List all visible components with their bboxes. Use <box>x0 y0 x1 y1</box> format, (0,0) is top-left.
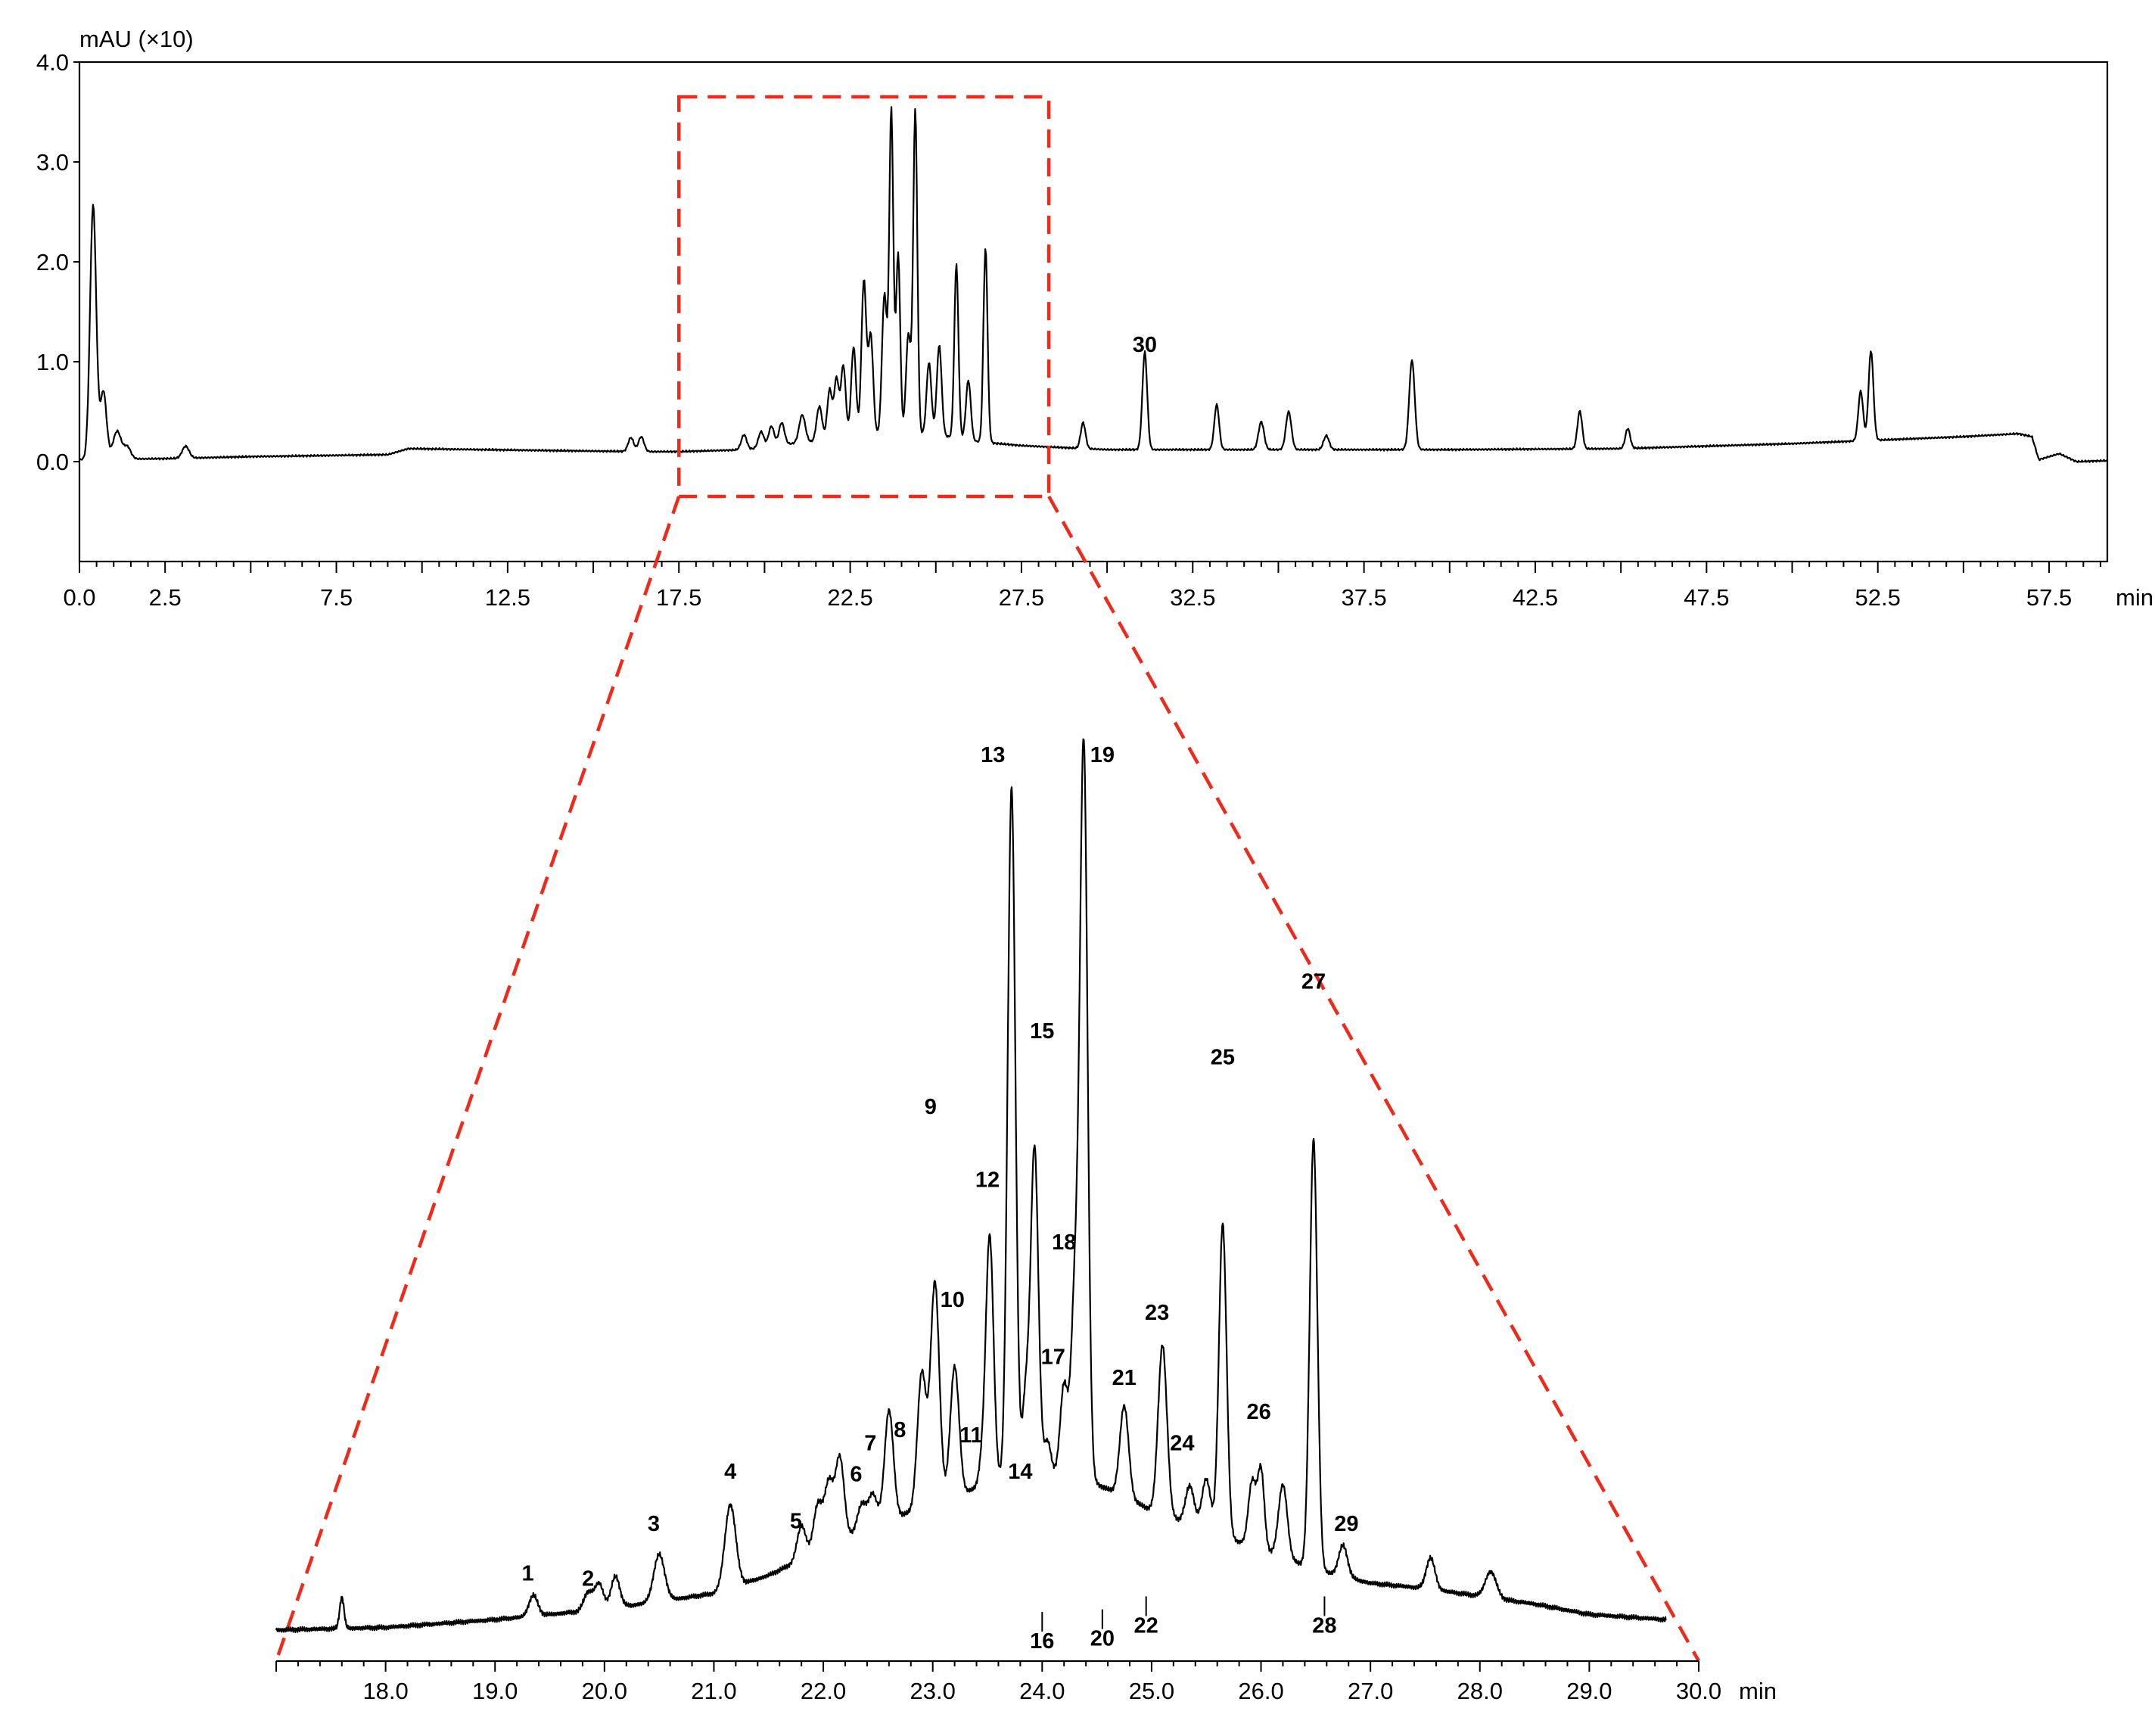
top-x-tick-label: 32.5 <box>1170 584 1215 611</box>
bottom-x-tick-label: 22.0 <box>801 1678 846 1704</box>
top-x-tick-label: 12.5 <box>485 584 530 611</box>
peak-label: 28 <box>1312 1613 1336 1638</box>
zoom-indicator <box>274 95 1700 1663</box>
zoomed-chromatogram-panel: 18.0 19.0 20.0 21.0 22.0 23.0 24.0 25.0 26.0 27.0… <box>275 738 1777 1704</box>
zoom-connector-right <box>1047 495 1700 1663</box>
peak-label: 22 <box>1134 1613 1158 1638</box>
top-x-tick-label: 47.5 <box>1684 584 1729 611</box>
peak-label: 7 <box>864 1431 876 1455</box>
peak-label: 16 <box>1030 1629 1054 1654</box>
peak-label: 5 <box>790 1510 802 1534</box>
top-x-tick-label: 0.0 <box>63 584 95 611</box>
top-y-tick-label: 3.0 <box>36 149 69 176</box>
top-chromatogram-trace <box>79 106 2108 463</box>
top-x-tick-label: 37.5 <box>1341 584 1386 611</box>
top-x-tick-label: 22.5 <box>827 584 872 611</box>
peak-label: 12 <box>975 1168 1000 1192</box>
bottom-x-axis-unit: min <box>1739 1678 1777 1704</box>
peak-label: 14 <box>1008 1460 1032 1484</box>
bottom-x-tick-label: 25.0 <box>1129 1678 1174 1704</box>
top-peak-annotations: 30 <box>1133 333 1157 357</box>
peak-label: 19 <box>1090 743 1115 767</box>
peak-label: 6 <box>850 1463 862 1487</box>
top-x-axis-unit: min <box>2116 584 2153 611</box>
zoomed-chromatogram-trace <box>275 738 1667 1633</box>
peak-label: 27 <box>1301 970 1326 994</box>
zoomed-peak-labels: 1 234567891011121314151617181920212223242… <box>522 743 1359 1654</box>
top-y-axis-label: mAU (×10) <box>79 26 194 52</box>
peak-label: 24 <box>1170 1431 1194 1455</box>
bottom-x-tick-label: 23.0 <box>910 1678 956 1704</box>
peak-label: 2 <box>582 1566 594 1591</box>
peak-label: 25 <box>1211 1046 1235 1070</box>
peak-label: 9 <box>925 1095 937 1119</box>
bottom-x-tick-label: 20.0 <box>582 1678 627 1704</box>
top-y-tick-label: 1.0 <box>36 349 69 375</box>
top-y-tick-label: 4.0 <box>36 49 69 76</box>
zoom-connector-left <box>274 496 681 1662</box>
bottom-x-tick-label: 26.0 <box>1238 1678 1283 1704</box>
top-peak-label: 30 <box>1133 333 1157 357</box>
peak-label: 18 <box>1052 1230 1076 1255</box>
bottom-x-tick-label: 29.0 <box>1566 1678 1612 1704</box>
peak-label: 17 <box>1041 1346 1065 1370</box>
zoom-region-box <box>676 95 1051 499</box>
top-plot-frame <box>78 61 2109 563</box>
bottom-x-tick-label: 28.0 <box>1457 1678 1503 1704</box>
top-x-tick-label: 52.5 <box>1855 584 1901 611</box>
bottom-x-tick-label: 27.0 <box>1348 1678 1393 1704</box>
top-y-tick-label: 0.0 <box>36 449 69 475</box>
peak-label: 10 <box>941 1288 965 1312</box>
peak-label: 26 <box>1247 1400 1271 1424</box>
bottom-x-axis-ticks: 18.0 19.0 20.0 21.0 22.0 23.0 24.0 25.0 26.0 27.0… <box>275 1661 1721 1704</box>
peak-label: 21 <box>1112 1366 1137 1390</box>
peak-label: 3 <box>648 1512 660 1536</box>
top-x-tick-label: 2.5 <box>149 584 182 611</box>
bottom-x-tick-label: 24.0 <box>1019 1678 1065 1704</box>
full-chromatogram-panel: mAU (×10) 4.0 3.0 2.0 1.0 0.0 0.0 2.5 7.5 12.5 1… <box>36 26 2153 611</box>
peak-label: 13 <box>981 743 1005 767</box>
bottom-x-tick-label: 30.0 <box>1676 1678 1721 1704</box>
peak-label: 8 <box>894 1418 906 1442</box>
bottom-x-tick-label: 21.0 <box>691 1678 736 1704</box>
peak-label: 11 <box>959 1423 983 1448</box>
top-x-tick-label: 42.5 <box>1513 584 1558 611</box>
peak-label: 1 <box>522 1562 534 1586</box>
peak-label: 29 <box>1334 1512 1358 1536</box>
top-x-tick-label: 57.5 <box>2026 584 2072 611</box>
top-y-axis-ticks: 4.0 3.0 2.0 1.0 0.0 <box>36 49 79 475</box>
bottom-x-tick-label: 18.0 <box>362 1678 408 1704</box>
bottom-x-tick-label: 19.0 <box>472 1678 518 1704</box>
top-x-tick-label: 17.5 <box>656 584 701 611</box>
peak-label: 23 <box>1145 1301 1169 1325</box>
peak-label: 20 <box>1090 1627 1115 1651</box>
top-y-tick-label: 2.0 <box>36 249 69 275</box>
peak-label: 15 <box>1030 1019 1054 1044</box>
top-x-axis-ticks: 0.0 2.5 7.5 12.5 17.5 22.5 27.5 32.5 37.5 42.5 47.… <box>63 562 2101 611</box>
top-x-tick-label: 7.5 <box>320 584 353 611</box>
top-x-tick-label: 27.5 <box>999 584 1044 611</box>
peak-label: 4 <box>724 1460 736 1484</box>
